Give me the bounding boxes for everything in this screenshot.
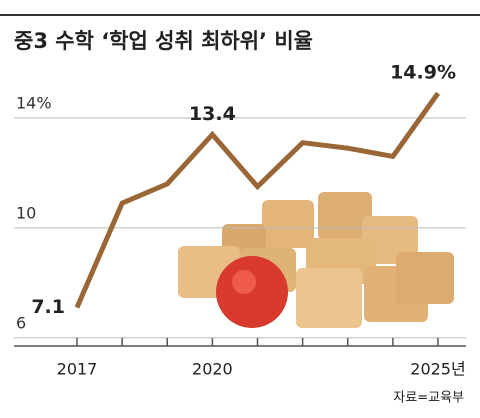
y-tick-label: 14% <box>16 93 52 112</box>
value-label: 7.1 <box>31 296 65 318</box>
y-tick-label: 10 <box>16 203 36 222</box>
source: 자료=교육부 <box>393 391 464 406</box>
y-tick-label: 6 <box>16 313 26 332</box>
value-label: 13.4 <box>189 103 236 125</box>
value-label: 14.9% <box>390 62 456 84</box>
x-tick-label: 2017 <box>57 360 98 379</box>
illustration <box>178 192 454 328</box>
x-tick-label: 2025년 <box>410 360 465 379</box>
line <box>74 91 441 309</box>
x-tick-label: 2020 <box>192 360 233 379</box>
chart-title: 중3 수학 ‘학업 성취 최하위’ 비율 <box>14 29 313 53</box>
